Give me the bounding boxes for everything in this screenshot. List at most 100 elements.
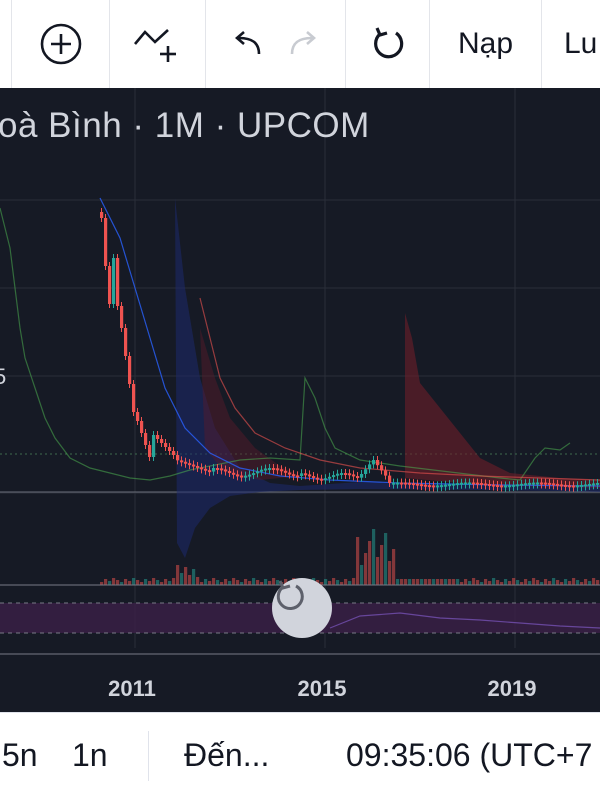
volume-bar <box>588 581 592 585</box>
candle-body <box>304 473 308 476</box>
volume-bar <box>508 581 512 585</box>
volume-bar <box>268 581 272 585</box>
volume-bar <box>128 581 132 585</box>
volume-bar <box>144 579 148 585</box>
candle-body <box>436 485 440 488</box>
candle-body <box>152 435 156 457</box>
volume-bar <box>132 578 136 585</box>
volume-bar <box>524 579 528 585</box>
volume-bar <box>580 582 584 585</box>
line-plus-icon <box>133 29 176 62</box>
candle-body <box>356 476 360 479</box>
volume-bar <box>332 578 336 585</box>
volume-bar <box>220 582 224 585</box>
volume-bar <box>348 581 352 585</box>
candle-body <box>324 478 328 481</box>
candle-body <box>548 482 552 485</box>
candle-body <box>440 485 444 488</box>
add-indicator-button[interactable] <box>12 0 110 88</box>
volume-bar <box>572 578 576 585</box>
candle-body <box>276 468 280 471</box>
candle-body <box>260 469 264 472</box>
volume-bar <box>444 579 448 585</box>
volume-bar <box>236 580 240 585</box>
candle-body <box>364 469 368 474</box>
volume-bar <box>380 545 384 585</box>
volume-bar <box>272 578 276 585</box>
candle-body <box>108 266 112 304</box>
volume-bar <box>416 579 420 585</box>
candle-body <box>476 482 480 485</box>
candle-body <box>348 473 352 476</box>
indicators-button[interactable] <box>110 0 206 88</box>
volume-bar <box>344 579 348 585</box>
reset-chart-button[interactable] <box>272 578 332 638</box>
volume-bar <box>360 565 364 585</box>
candle-body <box>592 483 596 486</box>
volume-series <box>100 529 600 585</box>
volume-bar <box>340 582 344 585</box>
separator <box>148 731 149 781</box>
volume-bar <box>352 578 356 585</box>
volume-bar <box>440 579 444 585</box>
candle-body <box>452 483 456 486</box>
candle-body <box>200 467 204 470</box>
candle-body <box>148 445 152 457</box>
volume-bar <box>424 579 428 585</box>
chart-toolbar: Nạp Lu <box>0 0 600 88</box>
range-5y-button[interactable]: 5n <box>2 737 38 773</box>
volume-bar <box>356 537 360 585</box>
undo-icon[interactable] <box>229 28 265 60</box>
symbol-title: oà Bình · 1M · UPCOM <box>0 106 370 145</box>
volume-bar <box>328 581 332 585</box>
x-tick-label: 2015 <box>298 676 347 701</box>
volume-bar <box>468 581 472 585</box>
candle-body <box>396 482 400 485</box>
volume-bar <box>136 580 140 585</box>
candle-body <box>180 460 184 463</box>
save-button[interactable]: Lu <box>542 0 600 88</box>
redo-icon[interactable] <box>286 28 322 60</box>
volume-bar <box>156 580 160 585</box>
load-label: Nạp <box>457 27 514 60</box>
volume-bar <box>412 579 416 585</box>
refresh-button[interactable] <box>346 0 430 88</box>
timezone-clock[interactable]: 09:35:06 (UTC+7 <box>346 737 593 773</box>
price-chart[interactable]: 2011 2015 2019 5 oà Bình · 1M · UPCOM <box>0 88 600 712</box>
volume-bar <box>548 581 552 585</box>
candle-body <box>244 475 248 478</box>
candle-body <box>292 474 296 477</box>
goto-date-button[interactable]: Đến... <box>184 737 270 773</box>
volume-bar <box>176 565 180 585</box>
candle-body <box>188 463 192 466</box>
volume-bar <box>452 579 456 585</box>
volume-bar <box>228 581 232 585</box>
volume-bar <box>520 582 524 585</box>
volume-bar <box>232 578 236 585</box>
candle-body <box>536 482 540 485</box>
volume-bar <box>448 579 452 585</box>
volume-bar <box>532 578 536 585</box>
candle-body <box>360 474 364 478</box>
candle-body <box>380 465 384 471</box>
volume-bar <box>404 579 408 585</box>
indicator-cloud-blue <box>175 198 600 558</box>
volume-bar <box>492 578 496 585</box>
volume-bar <box>168 581 172 585</box>
candle-body <box>140 421 144 433</box>
candle-body <box>556 483 560 486</box>
candle-body <box>268 468 272 471</box>
candle-body <box>100 212 104 218</box>
volume-bar <box>368 541 372 585</box>
load-button[interactable]: Nạp <box>430 0 542 88</box>
candle-body <box>288 472 292 475</box>
candle-body <box>552 483 556 486</box>
volume-bar <box>216 580 220 585</box>
candle-body <box>160 439 164 443</box>
volume-bar <box>384 533 388 585</box>
left-edge-label: 5 <box>0 364 6 389</box>
candle-body <box>400 482 404 485</box>
range-1y-button[interactable]: 1n <box>72 737 108 773</box>
volume-bar <box>324 579 328 585</box>
candle-body <box>420 484 424 487</box>
